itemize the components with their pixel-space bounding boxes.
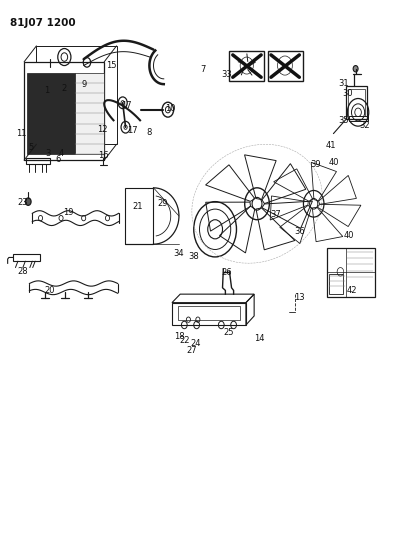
Text: 23: 23 — [17, 198, 28, 207]
Text: 11: 11 — [16, 129, 26, 138]
Text: 17: 17 — [121, 101, 132, 110]
Text: 32: 32 — [360, 121, 370, 130]
Text: 38: 38 — [188, 253, 199, 261]
Text: 2: 2 — [61, 84, 66, 93]
Text: 41: 41 — [326, 141, 336, 150]
Text: 4: 4 — [59, 149, 64, 158]
Text: 35: 35 — [338, 116, 349, 125]
Text: 5: 5 — [28, 143, 34, 152]
Text: 33: 33 — [221, 70, 232, 78]
Bar — [76, 73, 104, 154]
Bar — [327, 248, 375, 297]
Bar — [346, 86, 367, 119]
Text: 27: 27 — [186, 346, 197, 355]
Text: 16: 16 — [98, 151, 109, 160]
Text: 40: 40 — [328, 158, 339, 167]
Text: 30: 30 — [342, 89, 353, 98]
Text: 10: 10 — [165, 103, 175, 112]
Bar — [268, 51, 303, 82]
Text: 8: 8 — [147, 128, 152, 137]
Text: 9: 9 — [82, 80, 87, 89]
Bar — [348, 90, 365, 116]
Bar — [24, 62, 104, 160]
Text: 22: 22 — [179, 336, 190, 345]
Bar — [36, 46, 116, 144]
Text: 1: 1 — [44, 85, 49, 94]
Text: 18: 18 — [173, 332, 184, 341]
Text: 17: 17 — [127, 126, 138, 135]
Text: 7: 7 — [200, 66, 206, 74]
Text: 15: 15 — [106, 61, 117, 70]
Bar — [178, 306, 240, 320]
Bar — [27, 73, 76, 154]
Text: 12: 12 — [97, 125, 107, 134]
Bar — [13, 254, 40, 261]
Text: 20: 20 — [45, 286, 55, 295]
Bar — [26, 158, 50, 165]
Text: 39: 39 — [311, 160, 321, 169]
Text: 31: 31 — [338, 78, 349, 87]
Text: 3: 3 — [45, 149, 50, 158]
Text: 24: 24 — [190, 339, 201, 348]
Bar — [172, 303, 246, 325]
Text: 19: 19 — [63, 208, 73, 217]
Text: 34: 34 — [173, 249, 184, 258]
Text: 29: 29 — [157, 199, 168, 208]
Bar — [329, 274, 343, 294]
Text: 40: 40 — [343, 231, 354, 240]
Text: 13: 13 — [294, 293, 305, 302]
Text: 42: 42 — [346, 286, 357, 295]
Text: 37: 37 — [271, 210, 281, 219]
Text: 36: 36 — [294, 228, 305, 237]
Bar — [230, 51, 264, 82]
Text: 21: 21 — [133, 203, 143, 212]
Circle shape — [25, 198, 31, 205]
Text: 6: 6 — [55, 155, 61, 164]
Text: 26: 26 — [221, 269, 232, 277]
Bar — [349, 116, 368, 121]
Text: 81J07 1200: 81J07 1200 — [10, 18, 76, 28]
Text: 28: 28 — [17, 268, 28, 276]
Circle shape — [353, 66, 358, 72]
Text: 25: 25 — [223, 328, 233, 337]
Text: 14: 14 — [254, 334, 265, 343]
